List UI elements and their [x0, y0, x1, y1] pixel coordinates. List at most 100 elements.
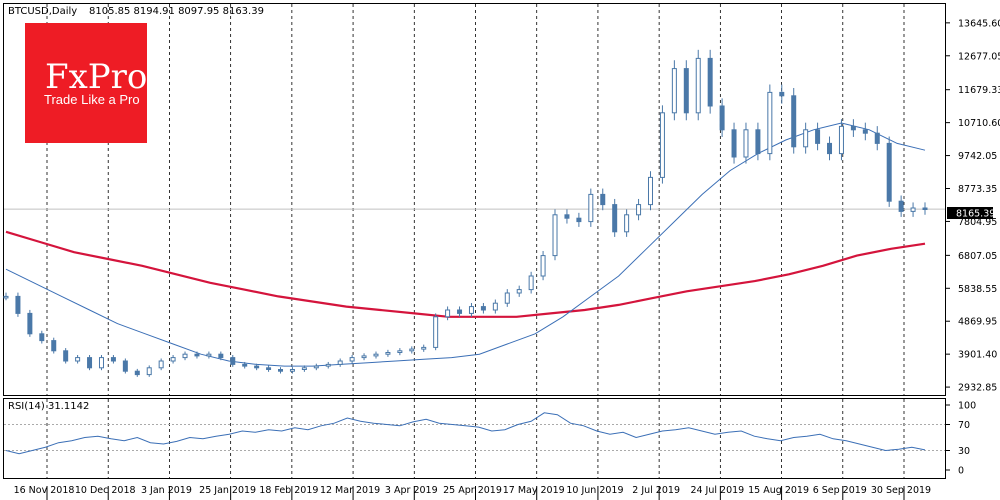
ma-short-line — [5, 122, 926, 367]
x-tick-label: 2 Jul 2019 — [632, 485, 680, 496]
rsi-series — [5, 412, 926, 455]
candle-body — [289, 369, 295, 372]
candle-body — [588, 193, 594, 223]
logo-background — [25, 23, 147, 143]
candle-body — [110, 357, 116, 362]
candle-body — [15, 295, 21, 314]
x-tick-label: 16 Nov 2018 — [14, 485, 75, 496]
y-tick-label: 8773.35 — [958, 184, 997, 195]
rsi-axis: 100 70 30 0 — [945, 401, 976, 477]
candle-body — [337, 360, 343, 365]
rsi-label: RSI(14) 31.1142 — [8, 401, 89, 412]
candle-body — [636, 204, 642, 216]
candle-body — [397, 350, 403, 353]
ma-long-line — [5, 230, 926, 318]
logo-brand: FxPro — [45, 57, 147, 97]
fxpro-logo: FxPro Trade Like a Pro — [25, 23, 147, 143]
candle-body — [528, 275, 534, 291]
rsi-tick-label: 70 — [958, 420, 970, 431]
candle-body — [301, 367, 307, 370]
candle-body — [564, 214, 570, 219]
candle-body — [3, 295, 9, 299]
candle-body — [838, 125, 844, 155]
y-tick-label: 13645.60 — [958, 18, 1000, 29]
candle-body — [552, 214, 558, 257]
x-tick-label: 10 Jun 2019 — [566, 485, 623, 496]
y-tick-label: 10710.60 — [958, 118, 1000, 129]
candle-body — [803, 129, 809, 148]
candle-body — [480, 306, 486, 311]
y-tick-label: 3901.40 — [958, 350, 997, 361]
candle-body — [242, 363, 248, 367]
candle-body — [779, 91, 785, 97]
y-tick-label: 9742.05 — [958, 151, 997, 162]
candle-body — [719, 105, 725, 131]
logo-tagline: Trade Like a Pro — [44, 92, 140, 107]
x-tick-label: 12 Mar 2019 — [320, 485, 380, 496]
candle-body — [39, 333, 45, 342]
candle-body — [325, 363, 331, 367]
candle-body — [683, 68, 689, 114]
vertical-grid — [46, 4, 905, 478]
candle-body — [815, 129, 821, 144]
candle-body — [206, 353, 212, 357]
candle-body — [51, 340, 57, 352]
candle-body — [87, 357, 93, 369]
candle-body — [755, 129, 761, 155]
candle-body — [254, 365, 260, 369]
candle-body — [791, 95, 797, 148]
candle-body — [170, 357, 176, 362]
x-tick-label: 17 May 2019 — [503, 485, 565, 496]
y-tick-label: 4869.95 — [958, 317, 997, 328]
x-tick-label: 10 Dec 2018 — [75, 485, 136, 496]
y-tick-label: 5838.55 — [958, 284, 997, 295]
rsi-levels — [4, 424, 945, 451]
x-tick-label: 18 Feb 2019 — [259, 485, 318, 496]
candle-body — [492, 302, 498, 311]
y-tick-label: 7804.95 — [958, 217, 997, 228]
candle-body — [659, 112, 665, 178]
candle-body — [671, 68, 677, 114]
candle-body — [230, 357, 236, 365]
x-tick-label: 30 Sep 2019 — [871, 485, 931, 496]
candle-body — [707, 57, 713, 107]
x-tick-label: 25 Apr 2019 — [443, 485, 502, 496]
price-series — [3, 49, 928, 377]
time-axis: 16 Nov 2018 10 Dec 2018 3 Jan 2019 25 Jan 2… — [14, 485, 931, 500]
candle-body — [898, 200, 904, 212]
rsi-tick-label: 30 — [958, 446, 970, 457]
main-pane-frame — [3, 3, 946, 396]
candle-body — [922, 207, 928, 210]
candle-body — [349, 357, 355, 362]
y-tick-label: 11679.33 — [958, 85, 1000, 96]
candle-body — [194, 353, 200, 357]
x-tick-label: 3 Apr 2019 — [385, 485, 438, 496]
candle-body — [146, 367, 152, 376]
candle-body — [504, 292, 510, 304]
ohlc-values: 8105.85 8194.91 8097.95 8163.39 — [89, 6, 264, 17]
price-tag-box — [947, 207, 993, 219]
y-tick-label: 12677.05 — [958, 51, 1000, 62]
candle-body — [910, 207, 916, 212]
x-tick-label: 25 Jan 2019 — [199, 485, 256, 496]
candle-body — [445, 309, 451, 318]
candle-body — [695, 57, 701, 114]
candle-body — [874, 132, 880, 144]
candle-body — [75, 357, 81, 362]
price-axis: 13645.60 12677.05 11679.33 10710.60 9742.05 8… — [945, 18, 1000, 394]
candle-body — [468, 306, 474, 314]
x-tick-label: 6 Sep 2019 — [813, 485, 867, 496]
candle-body — [313, 365, 319, 369]
candle-body — [433, 316, 439, 348]
rsi-line — [5, 412, 926, 455]
candle-body — [385, 352, 391, 355]
x-tick-label: 3 Jan 2019 — [141, 485, 192, 496]
candle-body — [266, 367, 272, 370]
candle-body — [767, 91, 773, 155]
candle-body — [600, 193, 606, 206]
candle-body — [27, 312, 33, 335]
candle-body — [624, 214, 630, 233]
chart-symbol-label: BTCUSD,Daily — [8, 6, 77, 17]
candle-body — [421, 346, 427, 350]
